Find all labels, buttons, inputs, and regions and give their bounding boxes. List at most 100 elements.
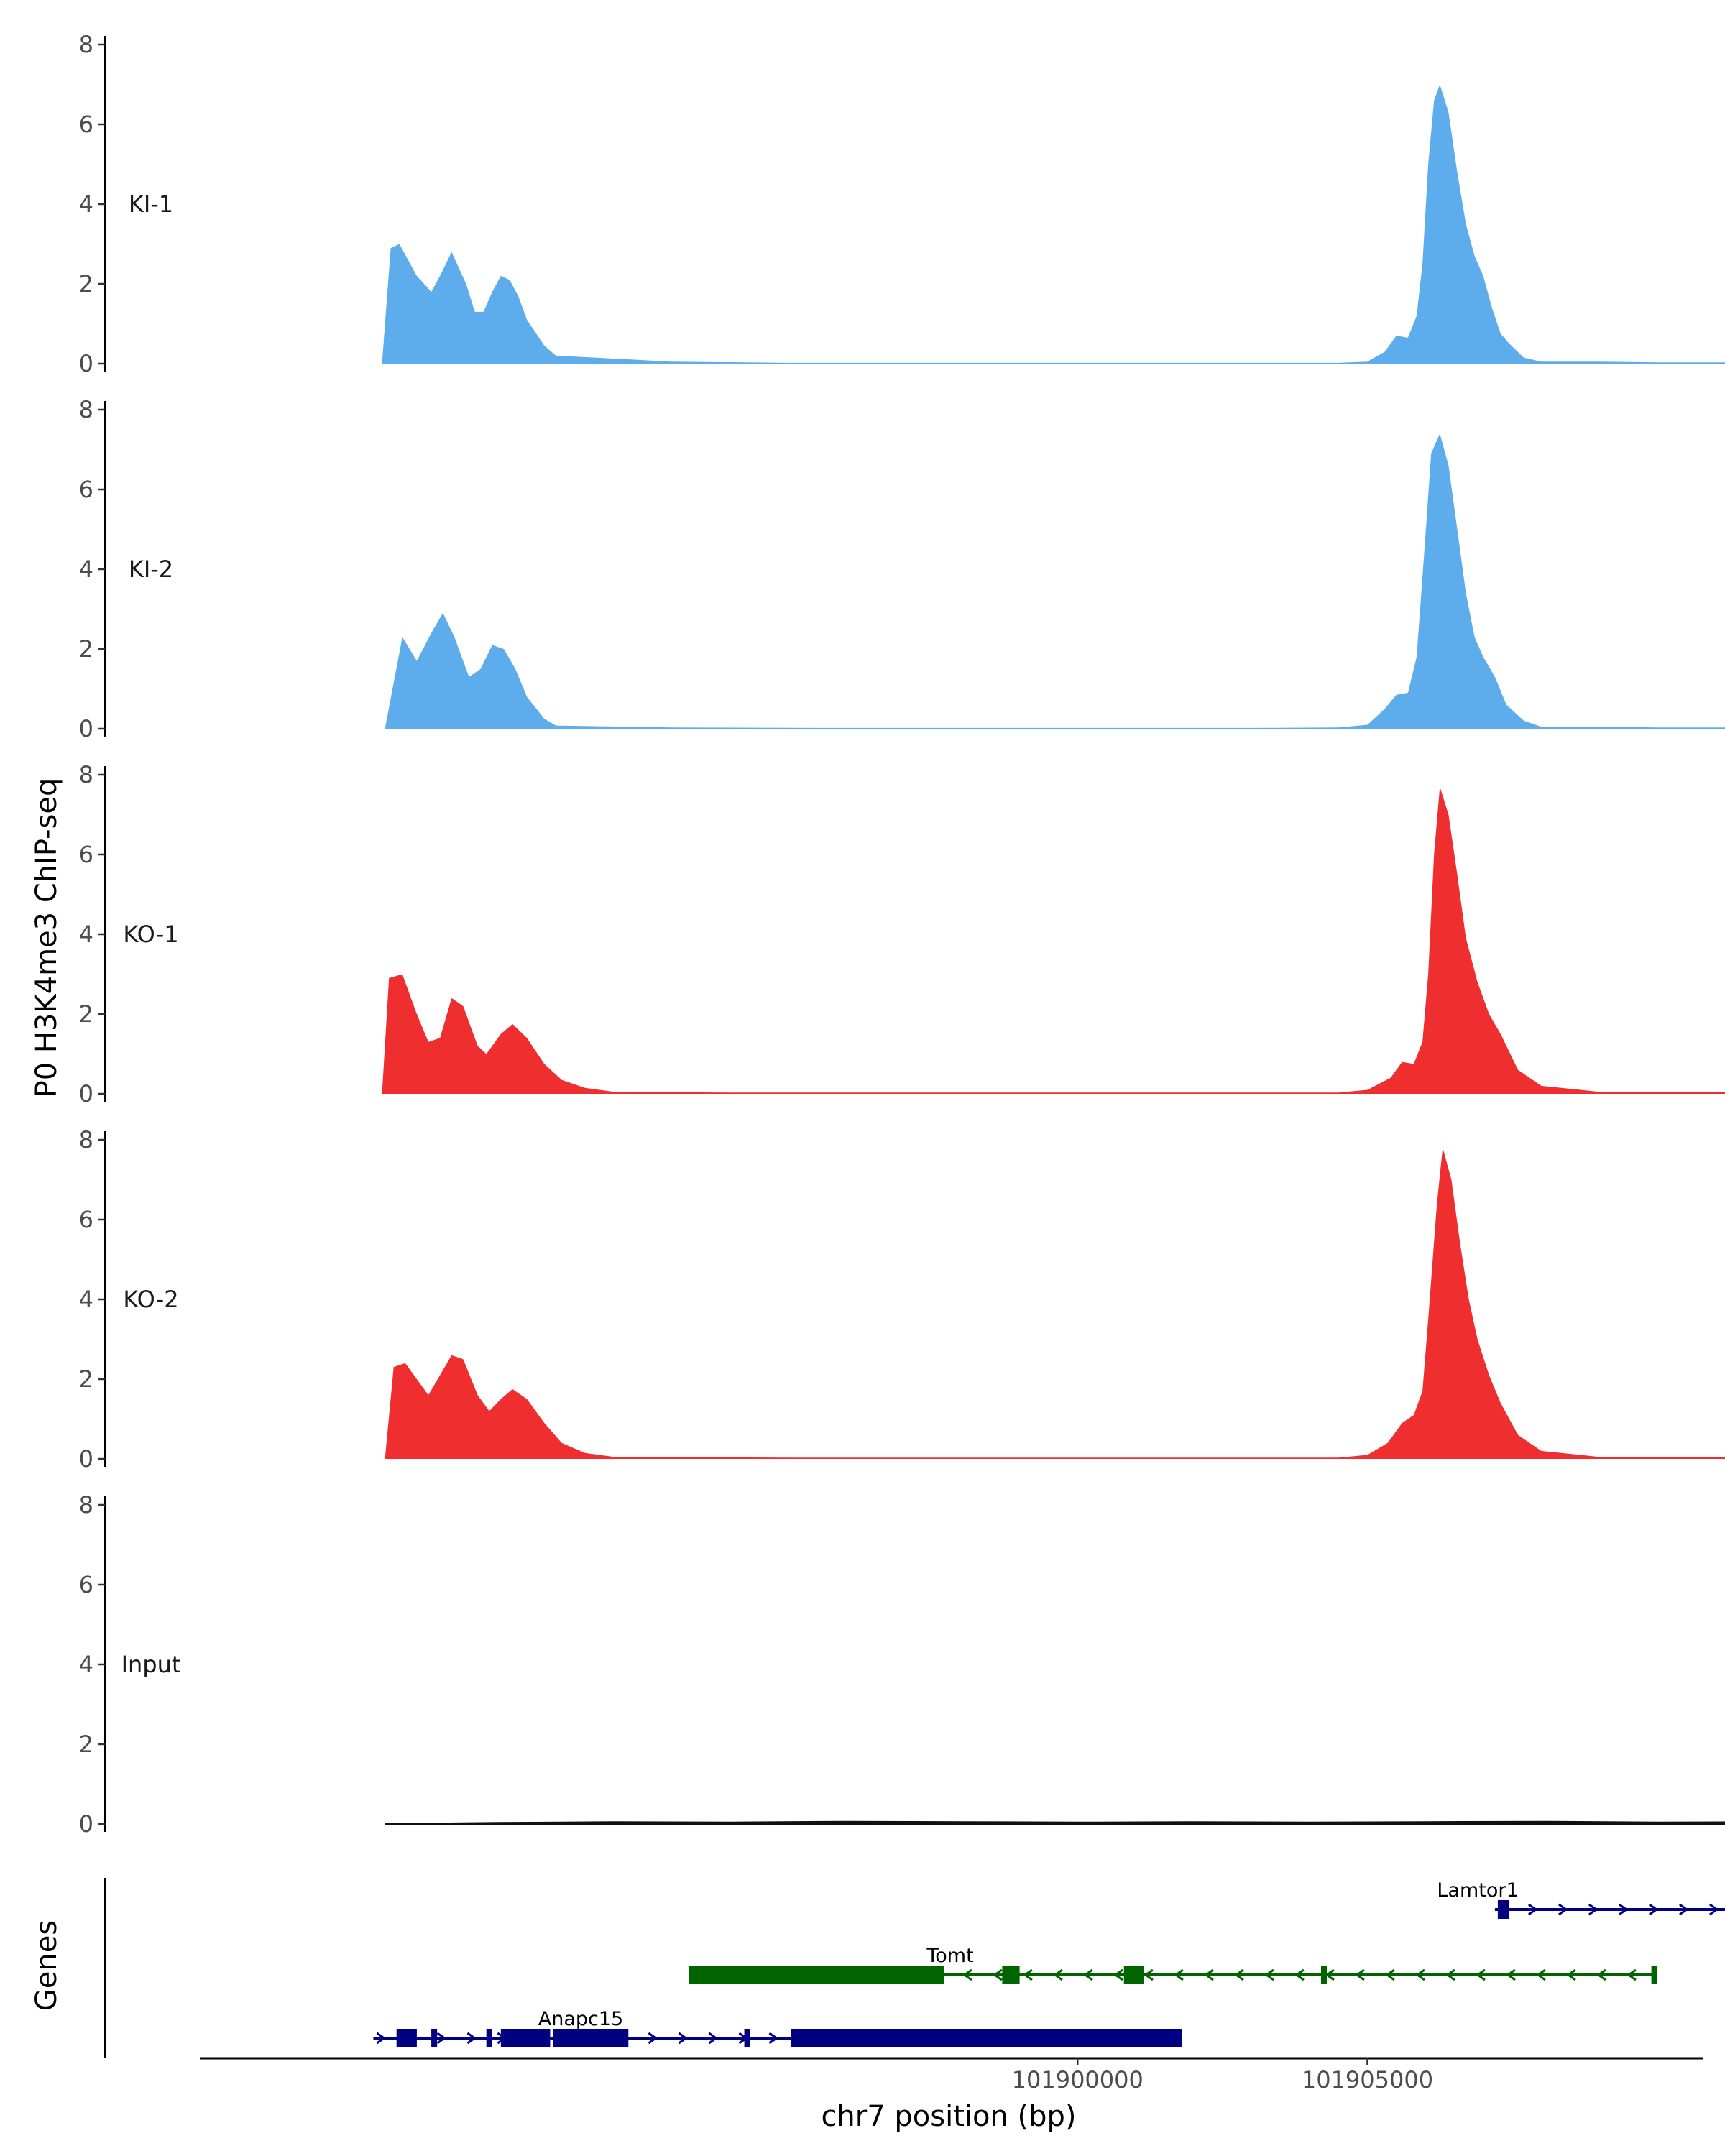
y-tick-label: 8 bbox=[79, 1126, 93, 1153]
genes-panel-label: Genes bbox=[30, 1920, 63, 2011]
track-label: KI-2 bbox=[129, 556, 173, 583]
gene-exon bbox=[791, 2029, 1182, 2047]
gene-tomt: Tomt bbox=[689, 1945, 1657, 1984]
x-axis-label: chr7 position (bp) bbox=[821, 2100, 1076, 2133]
y-tick-label: 0 bbox=[79, 1810, 93, 1838]
strand-chevron bbox=[1053, 1968, 1063, 1981]
y-tick-label: 6 bbox=[79, 841, 93, 868]
y-tick-label: 8 bbox=[79, 31, 93, 58]
coverage-area-ko-2 bbox=[385, 1148, 1725, 1459]
strand-chevron bbox=[1445, 1968, 1455, 1981]
y-tick-label: 0 bbox=[79, 1080, 93, 1107]
gene-anapc15: Anapc15 bbox=[373, 2008, 1182, 2047]
strand-chevron bbox=[1506, 1968, 1516, 1981]
y-tick-label: 2 bbox=[79, 270, 93, 298]
gene-exon bbox=[431, 2029, 438, 2047]
y-tick-label: 0 bbox=[79, 1445, 93, 1473]
gene-exon bbox=[1497, 1900, 1510, 1919]
strand-chevron bbox=[1649, 1903, 1659, 1916]
strand-chevron bbox=[1566, 1968, 1576, 1981]
y-tick-label: 2 bbox=[79, 1731, 93, 1758]
track-label: KI-1 bbox=[129, 190, 173, 218]
strand-chevron bbox=[1204, 1968, 1214, 1981]
y-tick-label: 8 bbox=[79, 761, 93, 788]
strand-chevron bbox=[1709, 1903, 1719, 1916]
strand-chevron bbox=[1536, 1968, 1546, 1981]
gene-exon bbox=[744, 2029, 750, 2047]
strand-chevron bbox=[376, 2032, 387, 2045]
strand-chevron bbox=[708, 2032, 719, 2045]
strand-chevron bbox=[1476, 1968, 1486, 1981]
gene-exon bbox=[1002, 1966, 1020, 1984]
strand-chevron bbox=[1679, 1903, 1689, 1916]
y-tick-label: 0 bbox=[79, 350, 93, 377]
gene-exon bbox=[689, 1966, 944, 1984]
y-axis-label: P0 H3K4me3 ChIP-seq bbox=[30, 778, 63, 1098]
strand-chevron bbox=[1234, 1968, 1244, 1981]
strand-chevron bbox=[1174, 1968, 1184, 1981]
strand-chevron bbox=[1083, 1968, 1093, 1981]
coverage-area-ki-1 bbox=[382, 84, 1725, 364]
track-panel-input: 0 2 4 6 8 Input bbox=[79, 1491, 1725, 1838]
strand-chevron bbox=[678, 2032, 689, 2045]
x-tick-label: 101900000 bbox=[1012, 2066, 1144, 2093]
strand-chevron bbox=[1558, 1903, 1568, 1916]
track-panel-ko-1: 0 2 4 6 8 KO-1 bbox=[79, 761, 1725, 1107]
y-tick-label: 6 bbox=[79, 111, 93, 138]
strand-chevron bbox=[1355, 1968, 1365, 1981]
y-tick-label: 4 bbox=[79, 921, 93, 948]
gene-exon bbox=[1320, 1966, 1328, 1984]
y-tick-label: 6 bbox=[79, 1206, 93, 1233]
x-tick-label: 101905000 bbox=[1302, 2066, 1433, 2093]
strand-chevron bbox=[962, 1968, 972, 1981]
y-tick-label: 6 bbox=[79, 1571, 93, 1598]
coverage-area-ko-1 bbox=[382, 786, 1725, 1094]
track-panel-ko-2: 0 2 4 6 8 KO-2 bbox=[79, 1126, 1725, 1473]
strand-chevron bbox=[1619, 1903, 1629, 1916]
gene-lamtor1: Lamtor1 bbox=[1437, 1879, 1725, 1919]
y-tick-label: 4 bbox=[79, 1286, 93, 1313]
gene-label: Tomt bbox=[926, 1945, 973, 1967]
gene-label: Anapc15 bbox=[538, 2008, 623, 2030]
strand-chevron bbox=[1144, 1968, 1154, 1981]
gene-exon bbox=[1651, 1966, 1657, 1984]
strand-chevron bbox=[1588, 1903, 1598, 1916]
strand-chevron bbox=[1294, 1968, 1305, 1981]
track-label: KO-2 bbox=[123, 1286, 178, 1313]
strand-chevron bbox=[1023, 1968, 1033, 1981]
coverage-area-input bbox=[385, 1820, 1725, 1825]
y-tick-label: 0 bbox=[79, 715, 93, 742]
track-panel-ki-1: 0 2 4 6 8 KI-1 bbox=[79, 31, 1725, 377]
x-axis: 101900000 101905000 bbox=[200, 2057, 1703, 2093]
y-tick-label: 2 bbox=[79, 1000, 93, 1028]
gene-exon bbox=[500, 2029, 551, 2047]
track-panel-ki-2: 0 2 4 6 8 KI-2 bbox=[79, 396, 1725, 742]
coverage-tracks: 0 2 4 6 8 KI-1 0 2 4 6 8 KI-2 0 2 4 6 8 KO-1 0 2 4 6 8 KO-2 0 2 4 6… bbox=[79, 31, 1725, 1838]
strand-chevron bbox=[1627, 1968, 1637, 1981]
coverage-area-ki-2 bbox=[385, 433, 1725, 729]
strand-chevron bbox=[436, 2032, 447, 2045]
gene-exon bbox=[486, 2029, 492, 2047]
y-tick-label: 6 bbox=[79, 476, 93, 503]
strand-chevron bbox=[1596, 1968, 1606, 1981]
y-tick-label: 2 bbox=[79, 635, 93, 663]
gene-exon bbox=[396, 2029, 417, 2047]
track-label: Input bbox=[121, 1651, 181, 1678]
gene-label: Lamtor1 bbox=[1437, 1879, 1518, 1902]
y-tick-label: 2 bbox=[79, 1365, 93, 1393]
y-tick-label: 4 bbox=[79, 190, 93, 218]
y-tick-label: 4 bbox=[79, 556, 93, 583]
strand-chevron bbox=[1528, 1903, 1538, 1916]
strand-chevron bbox=[993, 1968, 1003, 1981]
gene-exon bbox=[1123, 1966, 1144, 1984]
strand-chevron bbox=[1415, 1968, 1425, 1981]
track-label: KO-1 bbox=[123, 921, 178, 948]
gene-annotation-panel: Anapc15 Tomt Lamtor1 bbox=[104, 1878, 1725, 2058]
strand-chevron bbox=[1385, 1968, 1395, 1981]
strand-chevron bbox=[1264, 1968, 1274, 1981]
strand-chevron bbox=[768, 2032, 779, 2045]
y-tick-label: 4 bbox=[79, 1651, 93, 1678]
strand-chevron bbox=[1113, 1968, 1123, 1981]
y-tick-label: 8 bbox=[79, 396, 93, 423]
